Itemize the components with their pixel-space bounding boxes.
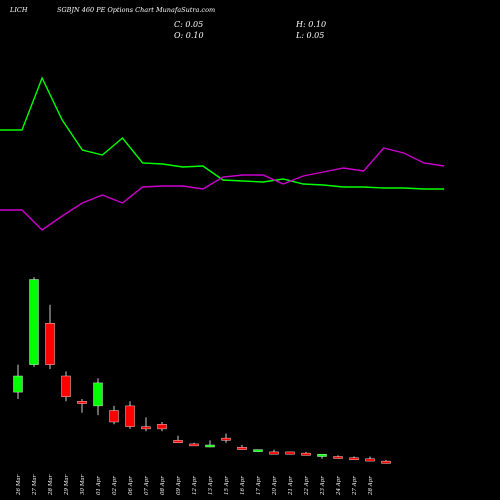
x-tick-label: 27 Apr [352, 476, 358, 496]
candle [349, 456, 359, 460]
candle [29, 277, 39, 367]
x-axis: 26 Mar 27 Mar 28 Mar 29 Mar 30 Mar 01 Apr 02 A… [16, 474, 374, 496]
candle [157, 422, 167, 432]
x-tick-label: 09 Apr [176, 476, 182, 495]
candle-body [381, 460, 391, 464]
candle-body [157, 424, 167, 430]
candle-body [125, 405, 135, 427]
candle-body [77, 401, 87, 404]
candle [317, 454, 327, 459]
x-tick-label: 08 Apr [160, 476, 166, 495]
indicator-line-1 [0, 76, 444, 190]
x-tick-label: 28 Apr [368, 476, 374, 496]
x-tick-label: 13 Apr [208, 476, 214, 495]
candle-body [349, 457, 359, 460]
candle [93, 378, 103, 416]
x-tick-label: 16 Apr [240, 476, 246, 495]
ohlc-high: H: 0.10 [295, 20, 326, 29]
candle-body [13, 375, 23, 393]
candle-body [365, 458, 375, 462]
candle-body [285, 451, 295, 455]
indicator-lines-layer [0, 76, 445, 231]
candle [61, 371, 71, 402]
candle-body [301, 452, 311, 456]
candle [141, 417, 151, 432]
ohlc-close: C: 0.05 [174, 20, 203, 29]
candle [205, 440, 215, 448]
candle-body [173, 440, 183, 443]
x-tick-label: 26 Mar [16, 474, 22, 496]
candle [381, 460, 391, 464]
x-tick-label: 27 Mar [32, 474, 38, 496]
candle [365, 456, 375, 462]
candle [269, 449, 279, 455]
candle [301, 451, 311, 456]
x-tick-label: 17 Apr [256, 476, 262, 495]
indicator-line-2 [0, 147, 445, 231]
x-tick-label: 01 Apr [96, 476, 102, 495]
candle [109, 405, 119, 425]
x-tick-label: 06 Apr [128, 476, 134, 495]
x-tick-label: 30 Mar [80, 474, 86, 495]
candle [45, 304, 55, 370]
x-tick-label: 24 Apr [336, 476, 342, 496]
candle-body [45, 323, 55, 365]
candle-body [253, 449, 263, 452]
candle-body [189, 443, 199, 447]
candle [285, 451, 295, 455]
x-tick-label: 29 Mar [64, 474, 70, 496]
candle [77, 399, 87, 413]
x-tick-label: 21 Apr [288, 476, 294, 496]
x-tick-label: 22 Apr [304, 476, 310, 496]
chart-symbol: LICH [9, 6, 28, 14]
candle-body [221, 437, 231, 441]
candle [189, 442, 199, 447]
candle [237, 445, 247, 450]
ohlc-low: L: 0.05 [295, 31, 324, 40]
candle [173, 435, 183, 443]
candle-body [109, 410, 119, 423]
candle-body [93, 382, 103, 407]
candlestick-layer [13, 277, 391, 464]
candle-body [205, 444, 215, 448]
candle [125, 401, 135, 429]
candle-body [269, 451, 279, 455]
candle [333, 455, 343, 459]
x-tick-label: 15 Apr [224, 476, 230, 495]
x-tick-label: 02 Apr [112, 476, 118, 495]
candle [253, 449, 263, 452]
x-tick-label: 07 Apr [144, 476, 150, 495]
x-tick-label: 23 Apr [320, 476, 326, 496]
candle-body [61, 375, 71, 397]
candle-body [333, 456, 343, 459]
x-tick-label: 12 Apr [192, 476, 198, 495]
candle [13, 364, 23, 399]
chart-title: SGBJN 460 PE Options Chart MunafaSutra.c… [57, 6, 215, 14]
candle [221, 433, 231, 443]
x-tick-label: 28 Mar [48, 474, 54, 496]
candle-body [237, 447, 247, 450]
candle-body [29, 279, 39, 365]
candle-body [141, 426, 151, 430]
candle-body [317, 454, 327, 457]
x-tick-label: 20 Apr [272, 476, 278, 496]
ohlc-open: O: 0.10 [174, 31, 204, 40]
